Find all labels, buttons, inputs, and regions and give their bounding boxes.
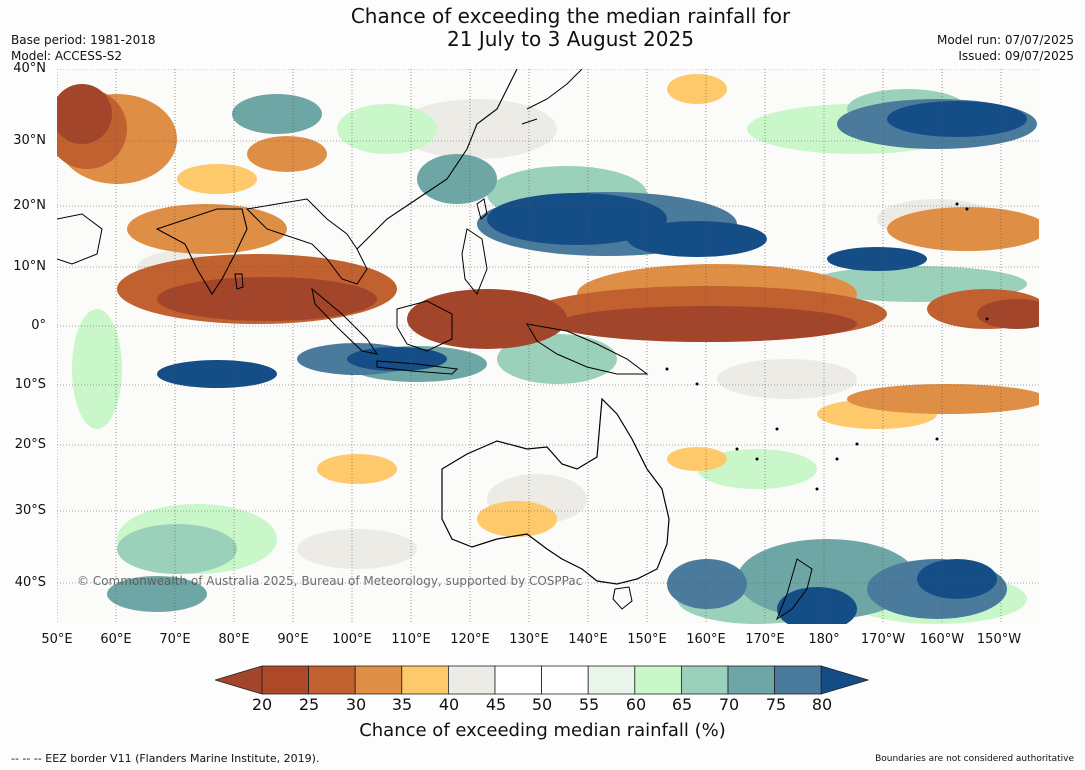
base-period: Base period: 1981-2018 <box>11 33 156 47</box>
colorbar-tick-20: 20 <box>251 695 273 714</box>
colorbar-tick-75: 75 <box>765 695 787 714</box>
colorbar-cell <box>261 665 309 695</box>
lon-label-50e: 50°E <box>41 632 73 647</box>
colorbar-cell <box>401 665 449 695</box>
colorbar-extend-low <box>213 665 263 695</box>
copyright-notice: © Commonwealth of Australia 2025, Bureau… <box>77 574 583 588</box>
colorbar-tick-80: 80 <box>811 695 833 714</box>
issued-date: Issued: 09/07/2025 <box>958 49 1074 63</box>
meta-left: Base period: 1981-2018 Model: ACCESS-S2 <box>11 32 156 64</box>
colorbar-tick-25: 25 <box>298 695 320 714</box>
lon-label-130e: 130°E <box>509 632 549 647</box>
colorbar <box>213 664 871 700</box>
lat-label-10s: 10°S <box>14 377 46 392</box>
lon-label-110e: 110°E <box>391 632 431 647</box>
colorbar-cell <box>354 665 403 695</box>
lon-label-150e: 150°E <box>627 632 667 647</box>
colorbar-svg <box>213 665 870 695</box>
colorbar-extend-high <box>820 665 870 695</box>
lon-label-160w: 160°W <box>919 632 965 647</box>
colorbar-tick-30: 30 <box>345 695 367 714</box>
rainfall-map-svg <box>57 69 1039 624</box>
lon-label-100e: 100°E <box>332 632 372 647</box>
colorbar-cell <box>634 665 682 695</box>
colorbar-tick-60: 60 <box>625 695 647 714</box>
lat-label-30s: 30°S <box>14 503 46 518</box>
colorbar-cell <box>308 665 356 695</box>
colorbar-cell <box>727 665 775 695</box>
colorbar-label: Chance of exceeding median rainfall (%) <box>359 720 726 741</box>
eez-border-note: -- -- -- EEZ border V11 (Flanders Marine… <box>11 752 320 765</box>
colorbar-tick-65: 65 <box>671 695 693 714</box>
colorbar-tick-45: 45 <box>485 695 507 714</box>
lon-label-140e: 140°E <box>568 632 608 647</box>
colorbar-cell <box>447 665 496 695</box>
title-line-1: Chance of exceeding the median rainfall … <box>350 4 791 28</box>
lat-label-equator: 0° <box>31 318 46 333</box>
colorbar-tick-55: 55 <box>578 695 600 714</box>
colorbar-cell <box>587 665 636 695</box>
colorbar-cell <box>680 665 729 695</box>
lon-label-180: 180° <box>808 632 840 647</box>
lon-label-70e: 70°E <box>159 632 191 647</box>
lat-label-30n: 30°N <box>13 133 46 148</box>
model-name: Model: ACCESS-S2 <box>11 49 123 63</box>
lat-label-40n: 40°N <box>13 61 46 76</box>
colorbar-cell <box>494 665 542 695</box>
lon-label-80e: 80°E <box>218 632 250 647</box>
colorbar-tick-70: 70 <box>718 695 740 714</box>
model-run: Model run: 07/07/2025 <box>936 33 1074 47</box>
lat-label-20s: 20°S <box>14 437 46 452</box>
lon-label-170e: 170°E <box>745 632 785 647</box>
colorbar-cell <box>541 665 589 695</box>
lat-label-40s: 40°S <box>14 575 46 590</box>
lon-label-90e: 90°E <box>277 632 309 647</box>
boundaries-disclaimer: Boundaries are not considered authoritat… <box>875 754 1074 764</box>
colorbar-cell <box>774 665 822 695</box>
lon-label-120e: 120°E <box>450 632 490 647</box>
lat-label-20n: 20°N <box>13 198 46 213</box>
colorbar-tick-50: 50 <box>531 695 553 714</box>
lon-label-160e: 160°E <box>686 632 726 647</box>
title-line-2: 21 July to 3 August 2025 <box>447 27 694 51</box>
colorbar-tick-35: 35 <box>391 695 413 714</box>
lat-label-10n: 10°N <box>13 259 46 274</box>
colorbar-tick-40: 40 <box>438 695 460 714</box>
rainfall-map <box>57 69 1039 624</box>
meta-right: Model run: 07/07/2025 Issued: 09/07/2025 <box>937 32 1074 64</box>
lon-label-60e: 60°E <box>100 632 132 647</box>
lon-label-170w: 170°W <box>860 632 906 647</box>
lon-label-150w: 150°W <box>976 632 1022 647</box>
